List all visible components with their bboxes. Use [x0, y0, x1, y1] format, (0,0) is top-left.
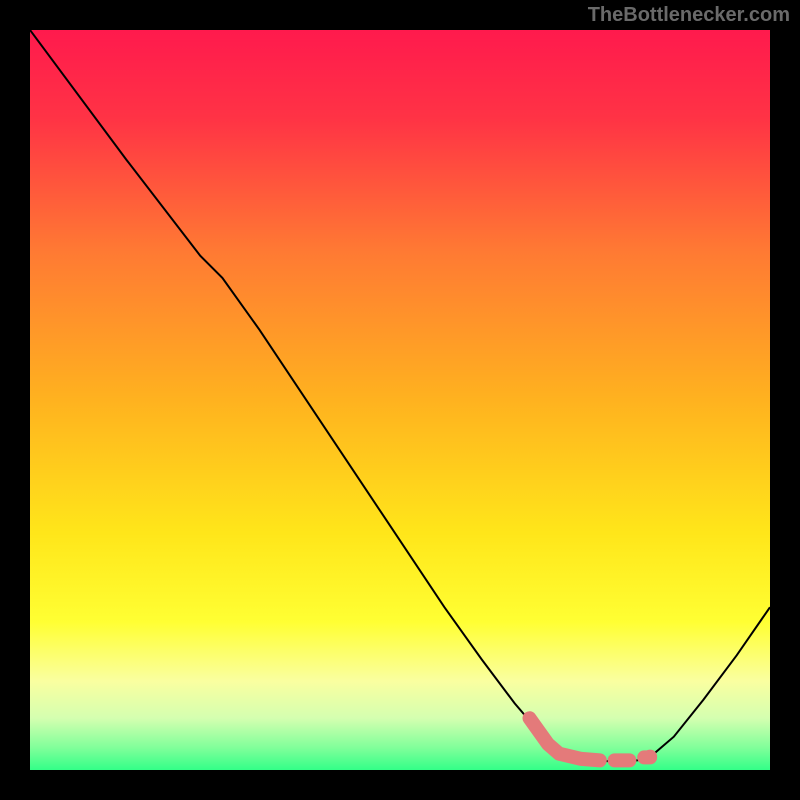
main-curve	[30, 30, 770, 761]
highlight-segment	[530, 718, 600, 760]
highlight-overlay	[530, 718, 658, 763]
watermark-text: TheBottlenecker.com	[588, 4, 790, 27]
chart-container: TheBottlenecker.com	[0, 0, 800, 800]
curve-layer	[30, 30, 770, 770]
plot-area	[30, 30, 770, 770]
highlight-dot	[643, 750, 657, 764]
